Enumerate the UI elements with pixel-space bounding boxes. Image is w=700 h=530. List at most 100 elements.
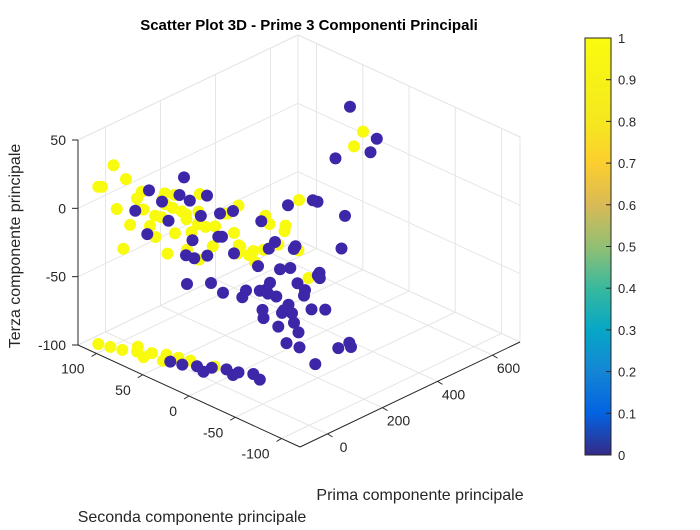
data-point (302, 272, 315, 284)
data-point (274, 263, 286, 276)
data-point (183, 194, 196, 207)
chart-title: Scatter Plot 3D - Prime 3 Componenti Pri… (140, 17, 478, 34)
box-edge (77, 239, 299, 346)
data-point (287, 243, 300, 255)
data-point (131, 192, 143, 205)
y-tick-label: 50 (115, 382, 131, 398)
data-point (293, 194, 305, 206)
data-point (186, 234, 199, 247)
colorbar-tick-label: 0.8 (618, 114, 636, 129)
y-tick-mark (137, 374, 144, 379)
data-point (332, 342, 345, 355)
data-point (344, 100, 356, 113)
colorbar-tick-label: 0.4 (618, 281, 636, 296)
axes-box (77, 34, 521, 448)
data-point (257, 312, 270, 325)
grid-line (281, 333, 502, 439)
data-point (96, 180, 108, 193)
y-tick-mark (183, 395, 190, 400)
z-axis-label: Terza componente principale (7, 144, 24, 349)
data-point (272, 320, 285, 333)
colorbar-ticks: 0 0.1 0.2 0.3 0.4 0.5 0.6 0.7 0.8 0.9 1 (606, 31, 636, 463)
data-point (270, 290, 283, 303)
data-point (227, 369, 239, 381)
data-point (319, 303, 332, 316)
y-axis-label: Seconda componente principale (78, 509, 307, 525)
data-point (278, 225, 291, 238)
data-point (156, 195, 168, 208)
data-point (181, 278, 193, 290)
x-tick-mark (327, 433, 333, 438)
data-point (298, 289, 310, 302)
data-point (141, 228, 154, 241)
data-point (162, 214, 175, 227)
grid-line (96, 248, 317, 354)
x-tick-label: 400 (442, 386, 466, 402)
colorbar-tick-label: 0.7 (618, 156, 636, 171)
data-point (286, 307, 298, 320)
data-point (262, 242, 275, 255)
y-tick-mark (276, 438, 282, 442)
data-point (364, 146, 377, 159)
data-point (309, 358, 322, 371)
x-axis-label: Prima componente principale (316, 487, 523, 504)
data-point (199, 220, 212, 233)
z-tick-label: 50 (50, 132, 66, 148)
x-tick-label: 600 (497, 360, 521, 376)
colorbar-tick-label: 0.5 (618, 240, 636, 255)
data-point (329, 152, 342, 165)
data-point (206, 240, 219, 253)
z-tick-label: -50 (46, 269, 66, 285)
data-point (124, 218, 137, 231)
box-edge (297, 34, 521, 138)
grid-line (77, 102, 299, 209)
data-point (201, 249, 214, 262)
data-point (228, 247, 240, 260)
data-point (284, 262, 297, 274)
data-point (180, 213, 193, 226)
x-tick-label: 0 (340, 439, 348, 455)
data-point (305, 303, 318, 316)
data-point (137, 351, 150, 364)
colorbar-tick-label: 0.2 (618, 365, 636, 380)
data-point (214, 207, 226, 220)
data-point (104, 340, 117, 353)
colorbar-tick-label: 0.9 (618, 73, 636, 88)
x-tick-mark (437, 380, 443, 385)
colorbar: 0 0.1 0.2 0.3 0.4 0.5 0.6 0.7 0.8 0.9 1 (584, 31, 636, 463)
data-point (92, 338, 105, 350)
data-point (110, 203, 123, 215)
data-point (120, 173, 132, 186)
data-point (209, 220, 222, 233)
data-point (357, 125, 369, 138)
data-point (116, 343, 129, 356)
y-tick-mark (229, 416, 236, 421)
y-tick-label: -100 (241, 446, 269, 462)
data-point (252, 260, 264, 273)
data-point (117, 242, 130, 255)
data-point (313, 272, 326, 285)
data-point (335, 242, 348, 255)
data-point (217, 286, 229, 299)
data-point (164, 355, 177, 368)
data-point (276, 306, 288, 319)
colorbar-tick-label: 0.6 (618, 198, 636, 213)
box-edge (297, 239, 521, 343)
y-tick-label: 100 (61, 361, 85, 377)
grid-line (235, 311, 456, 418)
y-tick-mark (91, 353, 97, 357)
data-point (280, 337, 293, 350)
data-point (345, 341, 357, 353)
data-point (288, 316, 300, 329)
data-point (107, 159, 120, 172)
colorbar-tick-label: 0 (618, 448, 625, 463)
colorbar-tick-label: 0.3 (618, 323, 636, 338)
data-point (201, 189, 213, 202)
data-point (161, 247, 174, 260)
data-point (293, 341, 306, 354)
data-point (255, 215, 268, 228)
data-point (143, 184, 155, 197)
colorbar-tick-label: 1 (618, 31, 625, 46)
